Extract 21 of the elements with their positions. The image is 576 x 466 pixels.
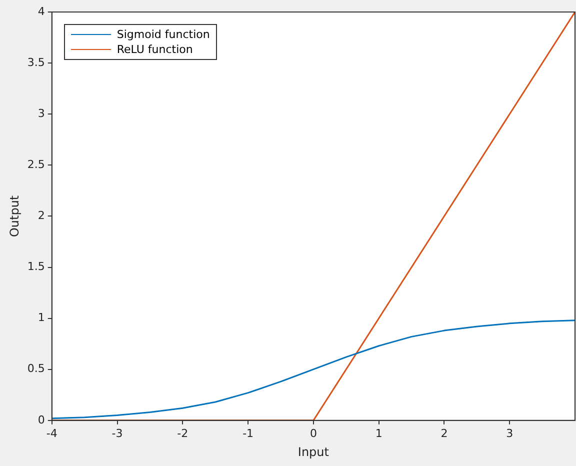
y-axis-title: Output [7,195,22,238]
x-tick-label: -4 [46,426,58,440]
y-tick-label: 1 [38,311,45,324]
x-tick-label: 1 [375,426,382,440]
y-tick-label: 0 [38,413,45,426]
x-tick-label: -1 [242,426,254,440]
y-tick-label: 2.5 [27,158,45,172]
x-axis-title: Input [298,444,330,459]
x-tick-label: 3 [506,426,514,440]
y-tick-label: 0.5 [27,362,45,376]
y-tick-label: 2 [38,209,45,222]
x-tick-label: -3 [112,426,123,440]
y-tick-label: 4 [38,4,45,18]
y-tick-label: 1.5 [27,260,45,274]
legend-label: Sigmoid function [116,28,210,41]
x-tick-label: 0 [310,426,317,440]
x-tick-label: -2 [177,426,188,440]
x-tick-label: 2 [440,426,448,440]
y-tick-label: 3.5 [27,56,45,69]
legend-label: ReLU function [116,43,193,56]
y-tick-label: 3 [38,106,45,120]
